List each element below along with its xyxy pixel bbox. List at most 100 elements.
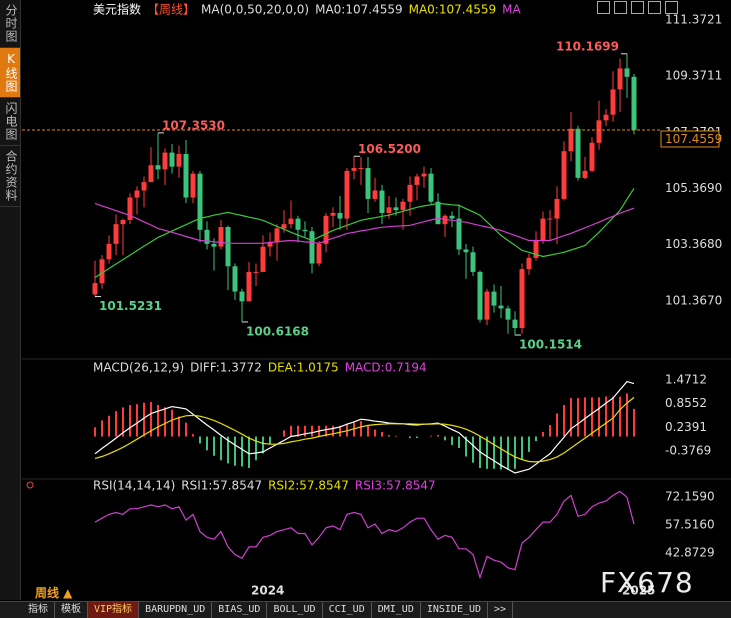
sidebar-tab[interactable]: 分时图 [0, 0, 20, 48]
indicator-tab[interactable]: DMI_UD [372, 602, 421, 618]
candle-body [246, 271, 252, 302]
candle-body [596, 120, 602, 143]
indicator-tab[interactable]: >> [488, 602, 514, 618]
candle-body [99, 259, 105, 284]
panel-header: 【周线】 [147, 3, 195, 17]
sidebar-tab[interactable]: 合约资料 [0, 146, 20, 207]
annotation-label: 100.1514 [519, 338, 582, 352]
indicator-line [94, 490, 635, 580]
candle-body [400, 201, 406, 211]
indicator-line [94, 396, 635, 463]
panel-header: MACD(26,12,9) [93, 361, 184, 375]
candle-body [92, 283, 98, 295]
indicator-tab[interactable]: BOLL_UD [267, 602, 323, 618]
y-tick-label: 105.3690 [665, 181, 722, 195]
candle-body [435, 201, 441, 225]
panel-header: RSI(14,14,14) [93, 479, 175, 493]
candle-body [211, 243, 217, 247]
candle-body [505, 308, 511, 320]
last-price-label: 107.4559 [665, 132, 722, 146]
y-tick-label: 1.4712 [665, 373, 707, 387]
candle-body [484, 291, 490, 320]
icon[interactable] [631, 1, 644, 14]
candle-body [379, 190, 385, 213]
indicator-line [94, 380, 635, 474]
indicator-tab[interactable]: 指标 [22, 602, 55, 618]
panel-header: MA [502, 3, 521, 17]
panel-header: RSI1:57.8547 [181, 479, 262, 493]
candle-body [337, 212, 343, 219]
panel-header: RSI2:57.8547 [268, 479, 349, 493]
y-tick-label: 103.3680 [665, 237, 722, 251]
y-tick-label: 0.2391 [665, 420, 707, 434]
candle-body [631, 76, 637, 130]
panel-header: DIFF:1.3772 [190, 361, 262, 375]
sidebar-tab[interactable]: 闪电图 [0, 98, 20, 146]
indicator-icon [26, 481, 34, 489]
indicator-tab[interactable]: VIP指标 [88, 602, 140, 618]
annotation-label: 101.5231 [99, 299, 162, 313]
candle-body [421, 173, 427, 177]
candle-body [239, 291, 245, 302]
candle-body [267, 242, 273, 247]
candle-body [554, 198, 560, 219]
candle-body [225, 226, 231, 267]
panel-header: MACD:0.7194 [345, 361, 427, 375]
indicator-tabs: 指标 模板 VIP指标 BARUPDN_UD BIAS_UD BOLL_UD CCI_UD D… [0, 601, 731, 618]
last-price-box [660, 130, 720, 148]
annotation-label: 110.1699 [556, 39, 619, 53]
indicator-tab[interactable]: CCI_UD [323, 602, 372, 618]
candle-body [183, 154, 189, 198]
candle-body [414, 176, 420, 185]
y-tick-label: 111.3721 [665, 13, 722, 27]
candle-body [456, 218, 462, 250]
sidebar-tab[interactable]: K线图 [0, 48, 20, 98]
y-tick-label: -0.3769 [665, 443, 711, 457]
candle-body [148, 165, 154, 183]
icon[interactable] [665, 1, 678, 14]
candle-body [365, 168, 371, 199]
indicator-tab[interactable]: 模板 [55, 602, 88, 618]
icon[interactable] [648, 1, 661, 14]
chart: 美元指数 【周线】 MA(0,0,50,20,0,0) MA0:107.4559 MA0… [22, 2, 731, 598]
y-tick-label: 101.3670 [665, 293, 722, 307]
icon[interactable] [597, 1, 610, 14]
annotation-label: 107.3530 [162, 118, 225, 132]
y-tick-label: 72.1590 [665, 489, 715, 503]
candle-body [190, 173, 196, 198]
candle-body [512, 319, 518, 329]
candle-body [547, 218, 553, 220]
candle-body [603, 114, 609, 121]
candle-body [393, 207, 399, 211]
candle-body [176, 154, 182, 167]
candle-body [302, 229, 308, 232]
y-tick-label: 0.8552 [665, 396, 707, 410]
watermark: FX678 [600, 566, 694, 599]
candle-body [617, 68, 623, 90]
candle-body [162, 152, 168, 170]
indicator-tab[interactable]: INSIDE_UD [421, 602, 489, 618]
candle-body [120, 219, 126, 225]
candle-body [169, 152, 175, 167]
indicator-line [94, 187, 635, 279]
icon[interactable] [614, 1, 627, 14]
period-label[interactable]: 周线 ▲ [35, 586, 73, 600]
indicator-tab[interactable]: BARUPDN_UD [139, 602, 213, 618]
candle-body [330, 212, 336, 216]
candle-body [372, 190, 378, 199]
candle-body [218, 226, 224, 247]
candle-body [204, 229, 210, 244]
panel-header: MA0:107.4559 [315, 3, 403, 17]
candle-body [491, 291, 497, 306]
candle-body [463, 249, 469, 253]
candle-body [351, 168, 357, 171]
indicator-tab[interactable]: BIAS_UD [212, 602, 268, 618]
candle-body [197, 173, 203, 230]
window-controls[interactable] [597, 1, 678, 14]
candle-body [155, 165, 161, 170]
y-tick-label: 109.3711 [665, 69, 722, 83]
candle-body [449, 215, 455, 219]
candle-body [113, 224, 119, 244]
candle-body [134, 190, 140, 198]
